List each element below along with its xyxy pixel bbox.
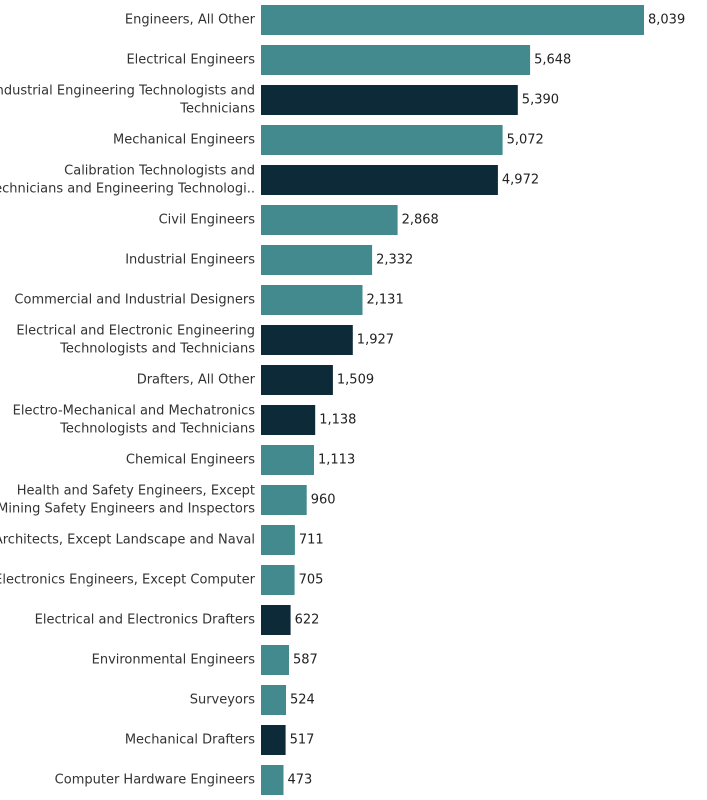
category-label: Civil Engineers (159, 213, 256, 228)
category-label: Health and Safety Engineers, Except (17, 484, 255, 499)
bar-row: 960 Health and Safety Engineers, Except Mi… (0, 484, 336, 517)
bar (261, 365, 333, 395)
category-label: Industrial Engineering Technologists and (0, 84, 255, 99)
bar-row: 5,648 Electrical Engineers (126, 45, 571, 75)
category-label: Electrical Engineers (126, 53, 255, 68)
bar-row: 2,131 Commercial and Industrial Designers (14, 285, 404, 315)
category-label: Technicians (179, 102, 255, 117)
bar-value-label: 2,332 (376, 253, 413, 268)
bar-row: 4,972 Calibration Technologists and Techni… (0, 164, 539, 197)
category-label: Mining Safety Engineers and Inspectors (0, 502, 255, 517)
category-label: Technicians and Engineering Technologi.. (0, 182, 255, 197)
bar-value-label: 587 (293, 653, 318, 668)
category-label: Drafters, All Other (137, 373, 256, 388)
bar-row: 524 Surveyors (190, 685, 315, 715)
category-label: Industrial Engineers (125, 253, 255, 268)
category-label: Mechanical Drafters (125, 733, 255, 748)
bar-value-label: 5,072 (507, 133, 544, 148)
bar-row: 587 Environmental Engineers (92, 645, 318, 675)
bar-value-label: 1,138 (319, 413, 356, 428)
bar-value-label: 517 (290, 733, 315, 748)
category-label: Computer Hardware Engineers (55, 773, 256, 788)
bar-row: 2,332 Industrial Engineers (125, 245, 413, 275)
category-label: Electrical and Electronic Engineering (16, 324, 255, 339)
bar (261, 645, 289, 675)
bar-value-label: 524 (290, 693, 315, 708)
bar-value-label: 1,113 (318, 453, 355, 468)
bar-row: 711 Architects, Except Landscape and Nava… (0, 525, 324, 555)
bar-row: 705 Electronics Engineers, Except Compute… (0, 565, 323, 595)
bar-row: 1,927 Electrical and Electronic Engineeri… (16, 324, 394, 357)
bar-value-label: 2,868 (402, 213, 439, 228)
category-label: Commercial and Industrial Designers (14, 293, 255, 308)
category-label: Engineers, All Other (125, 13, 256, 28)
bar (261, 165, 498, 195)
bar-row: 1,138 Electro-Mechanical and Mechatronics… (13, 404, 357, 437)
category-label: Architects, Except Landscape and Naval (0, 533, 255, 548)
bar-value-label: 1,509 (337, 373, 374, 388)
bar (261, 285, 363, 315)
category-label: Electrical and Electronics Drafters (35, 613, 256, 628)
bar-value-label: 622 (295, 613, 320, 628)
bar-value-label: 8,039 (648, 13, 685, 28)
category-label: Mechanical Engineers (113, 133, 255, 148)
bar-row: 5,390 Industrial Engineering Technologist… (0, 84, 559, 117)
bar (261, 725, 286, 755)
category-label: Electro-Mechanical and Mechatronics (13, 404, 256, 419)
bar-row: 622 Electrical and Electronics Drafters (35, 605, 320, 635)
bar-value-label: 1,927 (357, 333, 394, 348)
bar (261, 245, 373, 275)
bar-row: 1,113 Chemical Engineers (126, 445, 355, 475)
bar-row: 5,072 Mechanical Engineers (113, 125, 544, 155)
bar (261, 405, 316, 435)
category-label: Calibration Technologists and (64, 164, 255, 179)
bar (261, 525, 295, 555)
bar (261, 125, 503, 155)
bar (261, 5, 644, 35)
bar (261, 485, 307, 515)
bar (261, 605, 291, 635)
bar-value-label: 705 (299, 573, 324, 588)
category-label: Technologists and Technicians (59, 342, 255, 357)
bar-value-label: 2,131 (367, 293, 404, 308)
bar (261, 85, 518, 115)
bar-value-label: 473 (288, 773, 313, 788)
category-label: Environmental Engineers (92, 653, 256, 668)
bar-value-label: 4,972 (502, 173, 539, 188)
bar (261, 325, 353, 355)
bar-row: 8,039 Engineers, All Other (125, 5, 685, 35)
bar (261, 445, 314, 475)
bar (261, 565, 295, 595)
bar (261, 685, 286, 715)
category-label: Technologists and Technicians (59, 422, 255, 437)
category-label: Electronics Engineers, Except Computer (0, 573, 256, 588)
bar (261, 205, 398, 235)
bar-row: 2,868 Civil Engineers (159, 205, 439, 235)
bar-value-label: 5,648 (534, 53, 571, 68)
bar-value-label: 711 (299, 533, 324, 548)
bar-value-label: 5,390 (522, 93, 559, 108)
bar-row: 517 Mechanical Drafters (125, 725, 315, 755)
bar-row: 473 Computer Hardware Engineers (55, 765, 313, 795)
bar (261, 765, 284, 795)
bar-value-label: 960 (311, 493, 336, 508)
category-label: Surveyors (190, 693, 256, 708)
bars-layer: 8,039 Engineers, All Other 5,648 Electrical… (0, 5, 685, 795)
bar-row: 1,509 Drafters, All Other (137, 365, 374, 395)
bar (261, 45, 531, 75)
category-label: Chemical Engineers (126, 453, 255, 468)
